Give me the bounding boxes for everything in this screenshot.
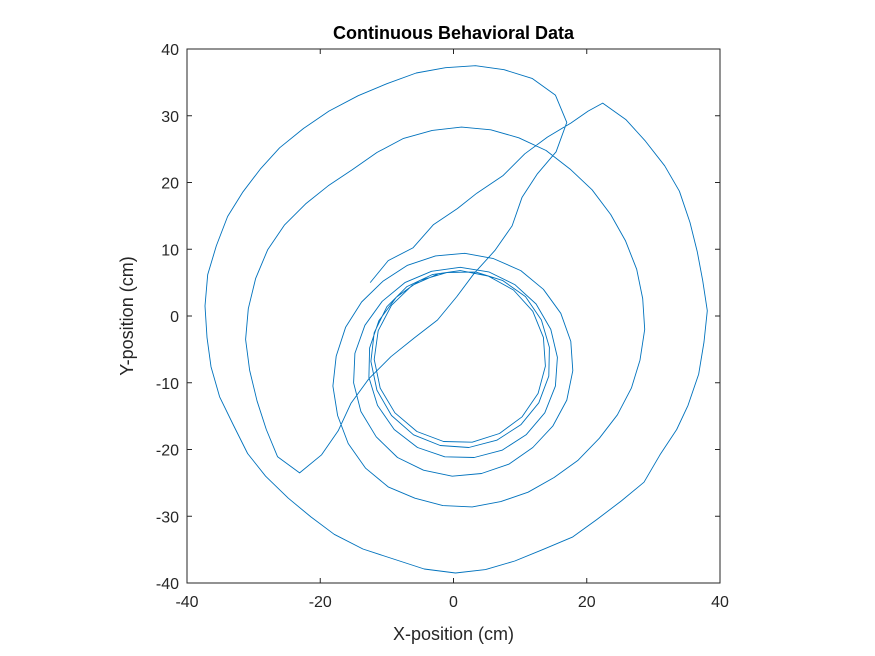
x-tick-labels: -40 -20 0 20 40 [175, 594, 729, 611]
trajectory-line [204, 65, 708, 574]
x-tick-label: -20 [309, 594, 332, 611]
trajectory-layer [204, 65, 708, 574]
y-tick-label: -10 [156, 376, 179, 393]
y-tick-label: 30 [161, 109, 179, 126]
x-tick-label: 0 [449, 594, 458, 611]
y-tick-label: -20 [156, 443, 179, 460]
y-tick-label: 0 [170, 309, 179, 326]
y-tick-label: -30 [156, 509, 179, 526]
plot-area [187, 49, 720, 583]
x-tick-label: 20 [578, 594, 596, 611]
x-tick-label: -40 [175, 594, 198, 611]
y-tick-label: 20 [161, 176, 179, 193]
y-tick-label: 10 [161, 242, 179, 259]
chart-title: Continuous Behavioral Data [333, 23, 575, 43]
y-tick-marks [187, 48, 720, 584]
y-axis-label: Y-position (cm) [117, 256, 137, 375]
x-tick-label: 40 [711, 594, 729, 611]
x-tick-marks [186, 49, 721, 583]
y-tick-label: -40 [156, 576, 179, 593]
y-tick-labels: -40 -30 -20 -10 0 10 20 30 40 [156, 42, 179, 593]
x-axis-label: X-position (cm) [393, 624, 514, 644]
y-tick-label: 40 [161, 42, 179, 59]
